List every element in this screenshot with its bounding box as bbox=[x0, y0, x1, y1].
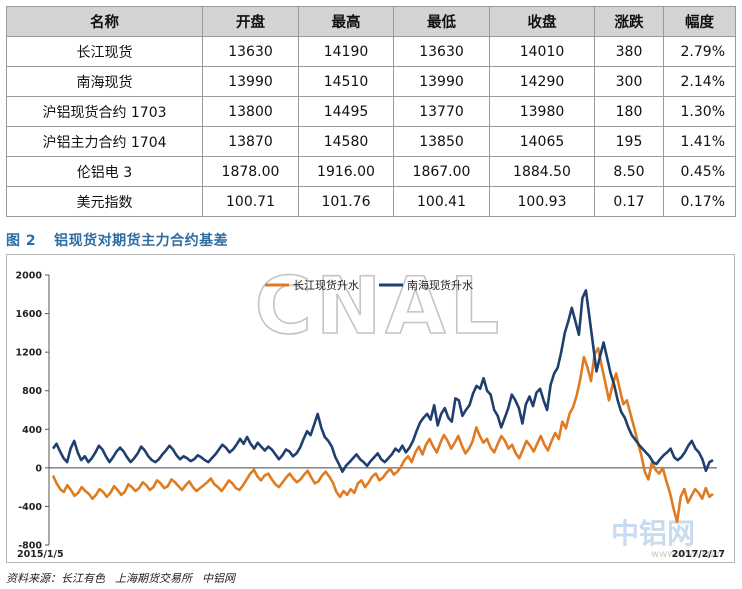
cell-name: 伦铝电 3 bbox=[6, 156, 203, 187]
table-row: 美元指数 100.71 101.76 100.41 100.93 0.17 0.… bbox=[6, 186, 736, 217]
cell-open: 1878.00 bbox=[202, 156, 299, 187]
figure-title: 铝现货对期货主力合约基差 bbox=[54, 233, 229, 249]
cell-close: 1884.50 bbox=[489, 156, 595, 187]
series-line-nanhai bbox=[51, 289, 714, 473]
y-tick-label: 0 bbox=[35, 463, 42, 474]
watermark-cnal: CNAL bbox=[255, 262, 504, 352]
watermark-logo: 中铝网 bbox=[611, 517, 695, 550]
x-end-label: 2017/2/17 bbox=[672, 549, 725, 560]
cell-pct: 2.14% bbox=[663, 66, 736, 97]
cell-low: 1867.00 bbox=[393, 156, 490, 187]
source-item: 资料来源：长江有色 bbox=[6, 572, 105, 585]
cell-low: 13990 bbox=[393, 66, 490, 97]
header-high: 最高 bbox=[298, 6, 394, 37]
table-header-row: 名称 开盘 最高 最低 收盘 涨跌 幅度 bbox=[6, 6, 736, 37]
table-row: 南海现货 13990 14510 13990 14290 300 2.14% bbox=[6, 66, 736, 97]
cell-open: 13870 bbox=[202, 126, 299, 157]
cell-name: 沪铝现货合约 1703 bbox=[6, 96, 203, 127]
y-tick-label: 400 bbox=[22, 425, 42, 436]
cell-change: 180 bbox=[594, 96, 664, 127]
price-table: 名称 开盘 最高 最低 收盘 涨跌 幅度 长江现货 13630 14190 13… bbox=[6, 6, 736, 217]
series-layer bbox=[51, 289, 714, 524]
cell-pct: 2.79% bbox=[663, 36, 736, 67]
cell-name: 长江现货 bbox=[6, 36, 203, 67]
table-row: 沪铝主力合约 1704 13870 14580 13850 14065 195 … bbox=[6, 126, 736, 157]
y-tick-label: -800 bbox=[18, 541, 42, 552]
figure-caption: 图 2 铝现货对期货主力合约基差 bbox=[6, 230, 228, 250]
legend-label-changjiang: 长江现货升水 bbox=[293, 278, 359, 292]
header-name: 名称 bbox=[6, 6, 203, 37]
cell-name: 美元指数 bbox=[6, 186, 203, 217]
cell-high: 14495 bbox=[298, 96, 394, 127]
y-tick-label: -400 bbox=[18, 502, 42, 513]
header-open: 开盘 bbox=[202, 6, 299, 37]
cell-open: 100.71 bbox=[202, 186, 299, 217]
series-line-changjiang bbox=[51, 347, 714, 524]
cell-name: 沪铝主力合约 1704 bbox=[6, 126, 203, 157]
legend-label-nanhai: 南海现货升水 bbox=[407, 278, 473, 292]
cell-pct: 0.17% bbox=[663, 186, 736, 217]
source-item: 上海期货交易所 bbox=[115, 572, 192, 585]
source-item: 中铝网 bbox=[202, 572, 235, 585]
cell-change: 300 bbox=[594, 66, 664, 97]
y-axis: -800 -400 0 400 800 1200 1600 2000 bbox=[16, 271, 717, 552]
cell-change: 380 bbox=[594, 36, 664, 67]
cell-high: 101.76 bbox=[298, 186, 394, 217]
x-start-label: 2015/1/5 bbox=[17, 549, 64, 560]
watermark-url: www.cnal.com bbox=[651, 549, 723, 560]
cell-close: 14290 bbox=[489, 66, 595, 97]
cell-high: 14510 bbox=[298, 66, 394, 97]
y-tick-label: 800 bbox=[22, 386, 42, 397]
cell-high: 14580 bbox=[298, 126, 394, 157]
y-tick-label: 1600 bbox=[16, 309, 43, 320]
table-row: 沪铝现货合约 1703 13800 14495 13770 13980 180 … bbox=[6, 96, 736, 127]
cell-open: 13990 bbox=[202, 66, 299, 97]
cell-open: 13800 bbox=[202, 96, 299, 127]
cell-name: 南海现货 bbox=[6, 66, 203, 97]
cell-close: 14065 bbox=[489, 126, 595, 157]
cell-close: 100.93 bbox=[489, 186, 595, 217]
legend: 长江现货升水 南海现货升水 bbox=[265, 278, 473, 292]
table-row: 长江现货 13630 14190 13630 14010 380 2.79% bbox=[6, 36, 736, 67]
cell-low: 100.41 bbox=[393, 186, 490, 217]
cell-high: 14190 bbox=[298, 36, 394, 67]
cell-pct: 0.45% bbox=[663, 156, 736, 187]
chart-frame: CNAL 中铝网 www.cnal.com -800 -400 0 400 800 120… bbox=[6, 254, 735, 563]
cell-high: 1916.00 bbox=[298, 156, 394, 187]
cell-open: 13630 bbox=[202, 36, 299, 67]
source-note: 资料来源：长江有色 上海期货交易所 中铝网 bbox=[6, 570, 245, 586]
cell-change: 8.50 bbox=[594, 156, 664, 187]
header-change: 涨跌 bbox=[594, 6, 664, 37]
cell-low: 13630 bbox=[393, 36, 490, 67]
cell-close: 14010 bbox=[489, 36, 595, 67]
y-tick-label: 1200 bbox=[16, 348, 43, 359]
cell-change: 195 bbox=[594, 126, 664, 157]
cell-low: 13770 bbox=[393, 96, 490, 127]
header-pct: 幅度 bbox=[663, 6, 736, 37]
cell-change: 0.17 bbox=[594, 186, 664, 217]
cell-close: 13980 bbox=[489, 96, 595, 127]
basis-chart: CNAL 中铝网 www.cnal.com -800 -400 0 400 800 120… bbox=[16, 261, 725, 560]
cell-low: 13850 bbox=[393, 126, 490, 157]
cell-pct: 1.41% bbox=[663, 126, 736, 157]
header-low: 最低 bbox=[393, 6, 490, 37]
header-close: 收盘 bbox=[489, 6, 595, 37]
cell-pct: 1.30% bbox=[663, 96, 736, 127]
y-tick-label: 2000 bbox=[16, 271, 43, 282]
table-row: 伦铝电 3 1878.00 1916.00 1867.00 1884.50 8.… bbox=[6, 156, 736, 187]
figure-number: 图 2 bbox=[6, 233, 37, 249]
